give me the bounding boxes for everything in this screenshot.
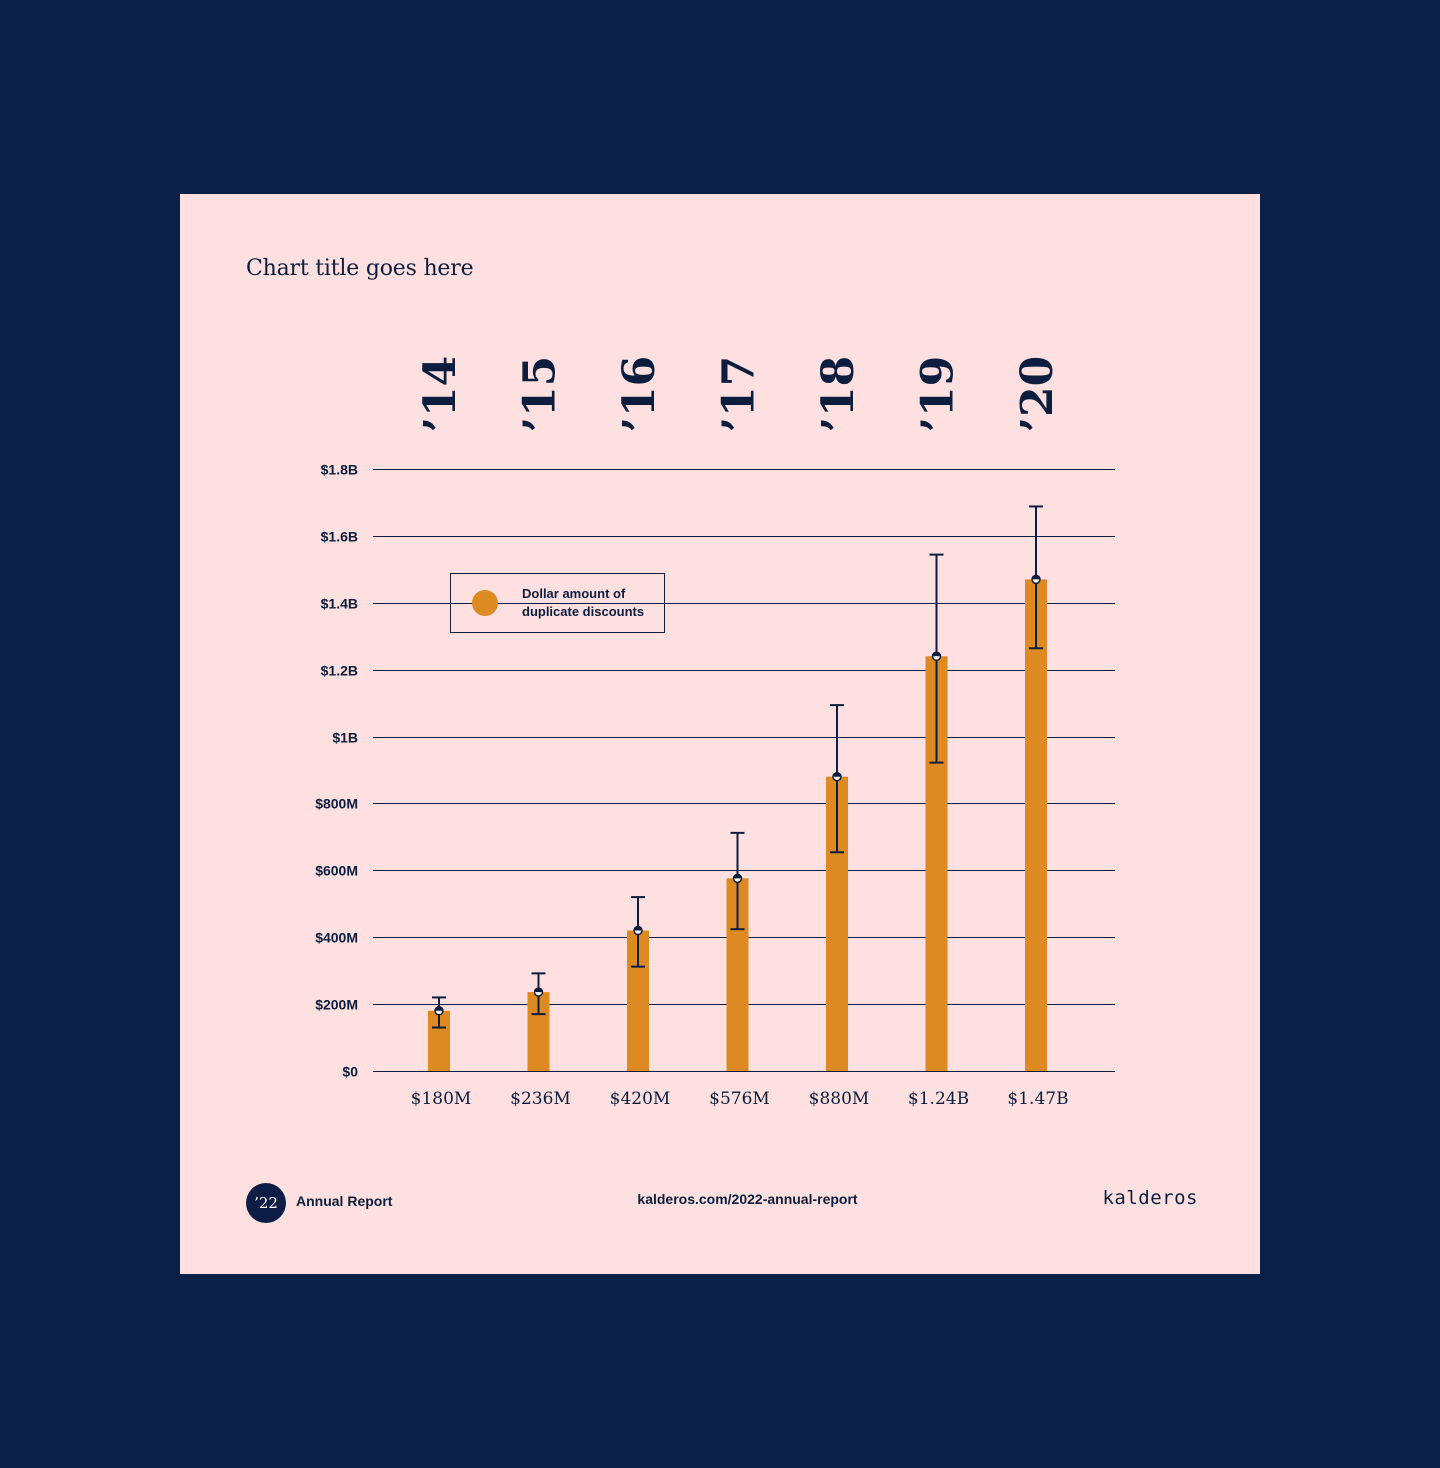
year-label: ’20 (1012, 356, 1063, 433)
bar-value-label: $880M (809, 1089, 870, 1109)
year-label: ’17 (714, 356, 765, 433)
y-tick-label: $200M (315, 997, 358, 1013)
bar-value-label: $1.24B (908, 1089, 969, 1109)
bar (1025, 579, 1047, 1071)
year-label: ’15 (515, 356, 566, 433)
report-url-link[interactable]: kalderos.com/2022-annual-report (637, 1191, 858, 1207)
legend-label-line1: Dollar amount of (522, 586, 626, 601)
y-tick-label: $1.6B (321, 529, 358, 545)
bar-value-label: $420M (610, 1089, 671, 1109)
data-point-marker-fill (534, 988, 543, 993)
y-tick-label: $1.8B (321, 462, 358, 478)
legend-label-line2: duplicate discounts (522, 604, 644, 619)
bar-value-labels: $180M $236M $420M $576M $880M $1.24B $1.47B (411, 1089, 1069, 1109)
bar-value-label: $1.47B (1007, 1089, 1068, 1109)
bars (428, 579, 1047, 1071)
year-label: ’18 (813, 356, 864, 433)
y-tick-label: $800M (315, 796, 358, 812)
y-tick-label: $600M (315, 863, 358, 879)
bar-chart: $0 $200M $400M $600M $800M $1B $1.2B $1.4B $1.6B… (315, 356, 1115, 1109)
year-label: ’19 (913, 356, 964, 433)
error-bars (432, 505, 1043, 1029)
bar-value-label: $180M (411, 1089, 472, 1109)
bar (627, 930, 649, 1071)
bar-value-label: $236M (510, 1089, 571, 1109)
bar (428, 1010, 450, 1071)
y-tick-label: $0 (342, 1064, 358, 1080)
data-point-marker-fill (435, 1006, 443, 1011)
legend-box (450, 573, 665, 633)
y-tick-label: $400M (315, 930, 358, 946)
legend-swatch (472, 590, 498, 616)
bar-value-label: $576M (709, 1089, 770, 1109)
bar (726, 878, 749, 1071)
y-tick-label: $1.4B (321, 596, 358, 612)
data-point-marker-fill (733, 874, 742, 879)
year-label: ’16 (614, 356, 665, 433)
year-badge: ’22 (246, 1183, 286, 1223)
data-point-marker-fill (1032, 575, 1040, 580)
y-tick-label: $1B (332, 730, 358, 746)
year-label: ’14 (415, 356, 466, 433)
data-point-marker-fill (833, 772, 841, 777)
report-label: Annual Report (296, 1193, 393, 1209)
data-point-marker-fill (634, 926, 642, 931)
bar (925, 656, 948, 1071)
kalderos-logo: kalderos (1102, 1187, 1198, 1209)
bar (826, 776, 848, 1071)
y-axis-ticks: $0 $200M $400M $600M $800M $1B $1.2B $1.4B $1.6B… (315, 462, 358, 1080)
legend: Dollar amount of duplicate discounts (450, 573, 665, 633)
bar (527, 992, 550, 1071)
data-point-marker-fill (932, 652, 941, 657)
chart-title: Chart title goes here (246, 256, 474, 281)
year-labels: ’14 ’15 ’16 ’17 ’18 ’19 ’20 (415, 356, 1063, 433)
y-tick-label: $1.2B (321, 663, 358, 679)
chart-card: Chart title goes here $0 $200M $400M $600M $… (180, 194, 1260, 1274)
